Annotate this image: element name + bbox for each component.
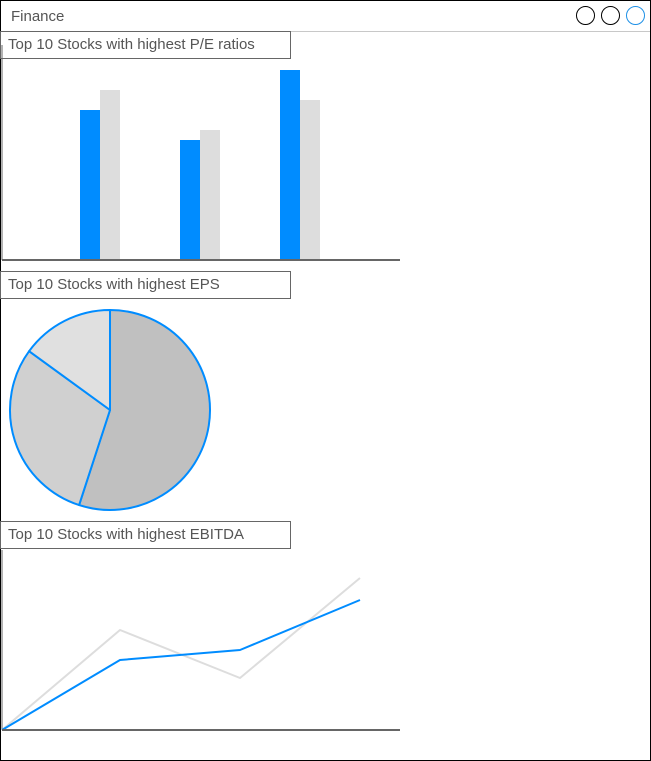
ebitda-chart-title: Top 10 Stocks with highest EBITDA: [0, 521, 291, 549]
title-bar: Finance: [1, 1, 650, 32]
pie-slice-2: [9, 350, 111, 507]
bar-series-2-3: [300, 100, 320, 260]
bar-series-1-3: [280, 70, 300, 260]
pe-ratio-chart-title: Top 10 Stocks with highest P/E ratios: [0, 31, 291, 59]
eps-chart-title: Top 10 Stocks with highest EPS: [0, 271, 291, 299]
maximize-button[interactable]: [601, 6, 620, 25]
pie-slice-3: [28, 309, 111, 411]
bar-series-1-1: [80, 110, 100, 260]
bar-series-2-1: [100, 90, 120, 260]
window-title: Finance: [11, 8, 65, 25]
minimize-button[interactable]: [576, 6, 595, 25]
bar-series-2-2: [200, 130, 220, 260]
bar-series-1-2: [180, 140, 200, 260]
pie-slice-1: [78, 309, 211, 511]
line-series-1: [1, 599, 361, 731]
pe-ratio-bar-chart: [1, 45, 400, 261]
close-button[interactable]: [626, 6, 645, 25]
eps-pie-chart: [9, 309, 211, 511]
